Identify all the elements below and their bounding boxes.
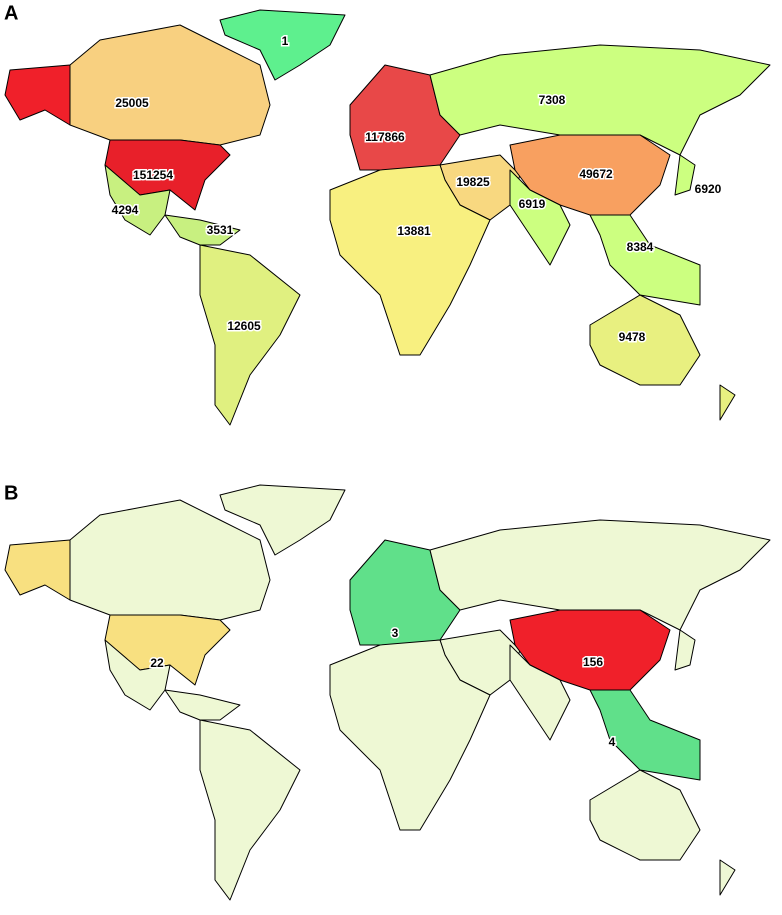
country-region <box>429 519 771 631</box>
country-region <box>589 214 701 306</box>
region-value: 4 <box>609 735 616 749</box>
country-region <box>719 384 736 421</box>
region-value: 12605 <box>227 319 261 333</box>
country-region <box>219 9 346 81</box>
region-value: 3531 <box>207 223 234 237</box>
region-value: 4294 <box>112 203 139 217</box>
country-region <box>329 164 491 356</box>
region-value: 6919 <box>519 197 546 211</box>
country-region <box>164 214 241 246</box>
region-value: 151254 <box>133 168 173 182</box>
region-value: 13881 <box>397 224 431 238</box>
country-region <box>69 24 271 146</box>
region-value: 1 <box>282 34 289 48</box>
country-region <box>509 644 571 741</box>
region-value: 22 <box>150 656 164 670</box>
country-region <box>329 639 491 831</box>
country-region <box>589 294 701 386</box>
country-region <box>4 64 71 126</box>
panel-label: B <box>4 482 18 504</box>
region-value: 156 <box>583 655 603 669</box>
region-value: 49672 <box>579 167 613 181</box>
country-region <box>199 244 301 426</box>
country-region <box>509 169 571 266</box>
region-value: 3 <box>392 626 399 640</box>
country-region <box>719 859 736 896</box>
country-region <box>589 689 701 781</box>
region-value: 7308 <box>539 93 566 107</box>
country-region <box>4 539 71 601</box>
country-region <box>349 64 461 171</box>
region-value: 9478 <box>619 330 646 344</box>
country-region <box>104 164 171 236</box>
country-region <box>674 629 696 671</box>
country-region <box>164 689 241 721</box>
country-region <box>674 154 696 196</box>
region-value: 8384 <box>627 240 654 254</box>
region-value: 6920 <box>695 182 722 196</box>
country-region <box>69 499 271 621</box>
region-value: 19825 <box>456 175 490 189</box>
country-region <box>349 539 461 646</box>
region-value: 117866 <box>365 130 405 144</box>
country-region <box>104 639 171 711</box>
panel-label: A <box>4 2 18 24</box>
country-region <box>429 44 771 156</box>
country-region <box>589 769 701 861</box>
country-region <box>219 484 346 556</box>
region-value: 25005 <box>115 96 149 110</box>
country-region <box>199 719 301 901</box>
